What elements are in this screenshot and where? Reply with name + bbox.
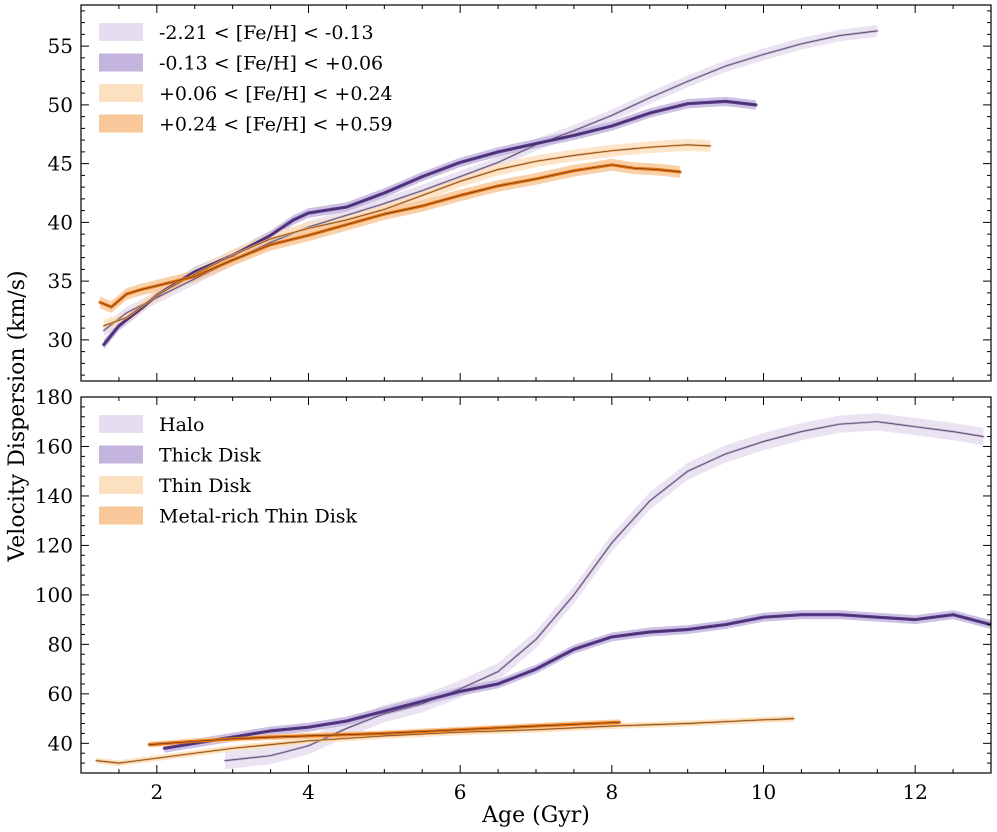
x-axis-label: Age (Gyr) bbox=[481, 803, 590, 828]
y-tick-label-top: 30 bbox=[48, 328, 73, 352]
legend-swatch-top-0 bbox=[99, 23, 143, 41]
y-tick-label-top: 55 bbox=[48, 34, 73, 58]
x-tick-label-bottom: 10 bbox=[751, 780, 776, 804]
legend-swatch-bottom-1 bbox=[99, 445, 143, 464]
x-tick-label-bottom: 8 bbox=[605, 780, 618, 804]
x-tick-label-bottom: 12 bbox=[902, 780, 927, 804]
series-band-top-3 bbox=[100, 158, 681, 313]
y-axis-label: Velocity Dispersion (km/s) bbox=[5, 270, 30, 562]
y-tick-label-bottom: 60 bbox=[48, 682, 73, 706]
y-tick-label-top: 40 bbox=[48, 210, 73, 234]
series-line-bottom-0 bbox=[224, 420, 985, 762]
series-line-top-1 bbox=[102, 99, 758, 347]
series-band-bottom-1 bbox=[164, 610, 991, 753]
series-median-bottom-2 bbox=[96, 718, 794, 764]
legend-label-top-0: -2.21 < [Fe/H] < -0.13 bbox=[159, 22, 374, 44]
y-tick-label-top: 50 bbox=[48, 93, 73, 117]
series-median-bottom-0 bbox=[225, 421, 984, 761]
legend-label-bottom-2: Thin Disk bbox=[159, 475, 251, 497]
y-tick-label-bottom: 140 bbox=[35, 484, 73, 508]
legend-swatch-bottom-2 bbox=[99, 476, 143, 494]
x-tick-label-bottom: 2 bbox=[150, 780, 163, 804]
y-tick-label-bottom: 180 bbox=[35, 385, 73, 409]
y-tick-label-bottom: 100 bbox=[35, 583, 73, 607]
series-median-bottom-3 bbox=[149, 721, 620, 745]
y-tick-label-bottom: 120 bbox=[35, 533, 73, 557]
series-median-top-3 bbox=[99, 164, 681, 308]
panel-bottom: 2 4 6 8 10 12 40 60 80 100 120 140 160 180 Halo Thick D… bbox=[35, 385, 992, 804]
series-median-top-1 bbox=[103, 101, 756, 345]
x-tick-label-bottom: 4 bbox=[302, 780, 315, 804]
series-median-top-0 bbox=[103, 30, 878, 331]
legend-label-bottom-3: Metal-rich Thin Disk bbox=[159, 506, 358, 528]
plot-area-bottom bbox=[95, 413, 991, 770]
series-line-top-2 bbox=[102, 143, 712, 327]
legend-swatch-bottom-3 bbox=[99, 506, 143, 525]
y-tick-label-top: 35 bbox=[48, 269, 73, 293]
panel-top: 30 35 40 45 50 55 -2.21 < [Fe/H] < -0.13 -0.13 … bbox=[48, 4, 992, 382]
y-tick-label-bottom: 160 bbox=[35, 434, 73, 458]
legend-swatch-top-2 bbox=[99, 84, 143, 102]
legend-label-top-1: -0.13 < [Fe/H] < +0.06 bbox=[159, 53, 383, 75]
legend-swatch-top-3 bbox=[99, 114, 143, 133]
legend-label-bottom-0: Halo bbox=[159, 414, 204, 436]
y-tick-label-top: 45 bbox=[48, 152, 73, 176]
legend-swatch-top-1 bbox=[99, 53, 143, 72]
plot-area-top bbox=[98, 25, 879, 350]
legend-label-top-2: +0.06 < [Fe/H] < +0.24 bbox=[159, 83, 393, 105]
legend-label-top-3: +0.24 < [Fe/H] < +0.59 bbox=[159, 114, 393, 136]
series-band-bottom-2 bbox=[96, 715, 794, 767]
series-median-top-2 bbox=[103, 144, 711, 327]
series-line-top-0 bbox=[102, 29, 879, 332]
legend-label-bottom-1: Thick Disk bbox=[159, 445, 261, 467]
y-tick-label-bottom: 40 bbox=[48, 731, 73, 755]
series-median-bottom-1 bbox=[164, 614, 991, 749]
legend-swatch-bottom-0 bbox=[99, 415, 143, 433]
x-tick-label-bottom: 6 bbox=[454, 780, 467, 804]
series-band-bottom-0 bbox=[225, 413, 984, 770]
y-tick-label-bottom: 80 bbox=[48, 632, 73, 656]
